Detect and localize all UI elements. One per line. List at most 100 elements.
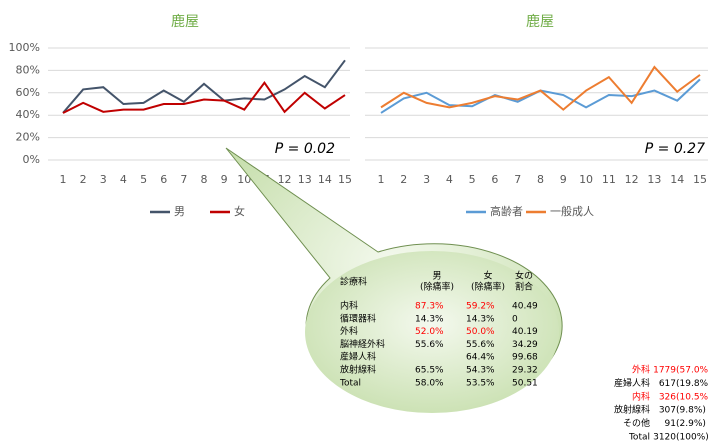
x-tick-label: 5 xyxy=(140,173,147,186)
count-count: 307 xyxy=(659,406,676,416)
x-tick-label: 7 xyxy=(180,173,187,186)
count-name: 外科 xyxy=(632,364,650,376)
cell: 産婦人科 xyxy=(340,351,376,363)
count-name: 内科 xyxy=(632,390,650,402)
x-tick-label: 4 xyxy=(446,173,453,186)
cell: 87.3% xyxy=(415,302,444,312)
y-tick-label: 80% xyxy=(16,63,40,76)
count-table-bg xyxy=(590,362,708,446)
x-tick-label: 3 xyxy=(100,173,107,186)
x-tick-label: 12 xyxy=(278,173,292,186)
count-name: 放射線科 xyxy=(614,404,650,416)
count-name: Total xyxy=(628,433,650,443)
x-tick-label: 7 xyxy=(514,173,521,186)
count-pct: (19.8%) xyxy=(676,379,708,389)
chart-title: 鹿屋 xyxy=(526,13,554,30)
cell: 34.29 xyxy=(512,340,538,350)
cell: 54.3% xyxy=(466,366,495,376)
x-tick-label: 1 xyxy=(378,173,385,186)
line xyxy=(62,59,346,114)
x-tick-label: 3 xyxy=(423,173,430,186)
chart-title: 鹿屋 xyxy=(171,13,199,30)
cell: 59.2% xyxy=(466,302,495,312)
cell: 脳神経外科 xyxy=(340,338,385,350)
cell: 53.5% xyxy=(466,378,495,388)
count-name: その他 xyxy=(623,417,650,429)
column-header: (除痛率) xyxy=(420,281,454,293)
y-tick-label: 100% xyxy=(9,41,40,54)
column-header: 女の xyxy=(515,270,533,282)
annotation: P = 0.02 xyxy=(275,141,335,157)
x-tick-label: 14 xyxy=(670,173,684,186)
count-pct: (9.8%) xyxy=(676,406,706,416)
x-tick-label: 14 xyxy=(318,173,332,186)
x-tick-label: 10 xyxy=(579,173,593,186)
cell: 40.19 xyxy=(512,327,538,337)
cell: 65.5% xyxy=(415,366,444,376)
column-header: 診療科 xyxy=(340,276,367,288)
y-tick-label: 0% xyxy=(23,153,40,166)
count-count: 326 xyxy=(659,392,676,402)
column-header: 割合 xyxy=(515,281,533,293)
x-tick-label: 2 xyxy=(400,173,407,186)
x-tick-label: 9 xyxy=(221,173,228,186)
cell: 循環器科 xyxy=(340,312,376,324)
cell: 50.51 xyxy=(512,378,538,388)
x-tick-label: 11 xyxy=(602,173,616,186)
x-tick-label: 1 xyxy=(60,173,67,186)
count-count: 1779 xyxy=(653,366,676,376)
column-header: 女 xyxy=(483,270,492,282)
count-pct: (57.0%) xyxy=(676,366,708,376)
legend-label: 女 xyxy=(234,204,245,218)
cell: 14.3% xyxy=(415,314,444,324)
cell: 55.6% xyxy=(415,340,444,350)
count-pct: (2.9%) xyxy=(676,419,706,429)
line xyxy=(62,81,346,114)
cell: 52.0% xyxy=(415,327,444,337)
x-tick-label: 4 xyxy=(120,173,127,186)
legend-label: 高齢者 xyxy=(490,204,523,218)
count-count: 91 xyxy=(665,419,676,429)
x-tick-label: 5 xyxy=(469,173,476,186)
x-tick-label: 10 xyxy=(237,173,251,186)
callout-body xyxy=(305,251,559,413)
cell: Total xyxy=(339,378,361,388)
x-tick-label: 6 xyxy=(160,173,167,186)
cell: 放射線科 xyxy=(340,364,376,376)
cell: 99.68 xyxy=(512,353,538,363)
count-pct: (100%) xyxy=(676,433,708,443)
count-pct: (10.5%) xyxy=(676,392,708,402)
legend-label: 男 xyxy=(174,205,185,218)
x-tick-label: 8 xyxy=(201,173,208,186)
cell: 内科 xyxy=(340,300,358,312)
x-tick-label: 9 xyxy=(560,173,567,186)
column-header: 男 xyxy=(432,271,441,282)
cell: 55.6% xyxy=(466,340,495,350)
count-count: 617 xyxy=(659,379,676,389)
y-tick-label: 40% xyxy=(16,108,40,121)
y-tick-label: 20% xyxy=(16,131,40,144)
cell: 64.4% xyxy=(466,353,495,363)
x-tick-label: 15 xyxy=(693,173,707,186)
x-tick-label: 15 xyxy=(338,173,352,186)
count-count: 3120 xyxy=(653,433,676,443)
cell: 58.0% xyxy=(415,378,444,388)
cell: 14.3% xyxy=(466,314,495,324)
line xyxy=(380,65,701,111)
annotation: P = 0.27 xyxy=(645,141,705,157)
cell: 0 xyxy=(512,314,518,324)
cell: 外科 xyxy=(340,325,358,337)
x-tick-label: 12 xyxy=(625,173,639,186)
y-tick-label: 60% xyxy=(16,86,40,99)
count-name: 産婦人科 xyxy=(614,377,650,389)
x-tick-label: 13 xyxy=(298,173,312,186)
x-tick-label: 13 xyxy=(647,173,661,186)
cell: 50.0% xyxy=(466,327,495,337)
legend-label: 一般成人 xyxy=(550,205,594,218)
x-tick-label: 6 xyxy=(491,173,498,186)
column-header: (除痛率) xyxy=(471,281,505,293)
x-tick-label: 2 xyxy=(80,173,87,186)
x-tick-label: 8 xyxy=(537,173,544,186)
